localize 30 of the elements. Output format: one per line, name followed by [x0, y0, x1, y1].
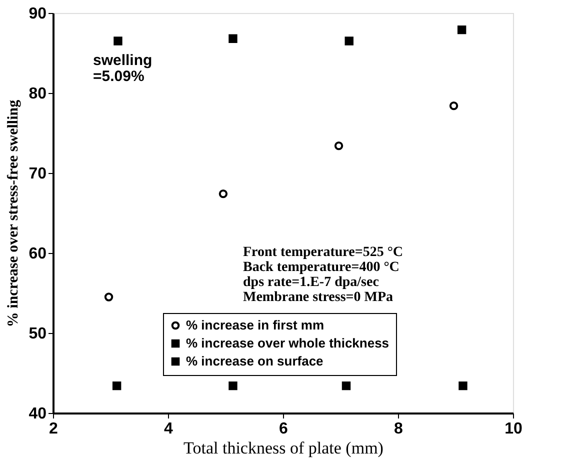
- point: [334, 141, 344, 150]
- y-tick-label: 40: [28, 406, 47, 422]
- point: [228, 34, 238, 43]
- point: [344, 36, 354, 46]
- annotation: swelling =5.09%: [93, 52, 152, 85]
- y-tick-label: 80: [28, 86, 47, 102]
- y-tick-label: 50: [28, 326, 47, 342]
- point: [449, 101, 458, 110]
- point: [457, 25, 466, 34]
- x-tick-label: 4: [164, 420, 174, 438]
- point: [112, 381, 122, 390]
- y-axis-title: % increase over stress-free swelling: [6, 99, 22, 328]
- x-tick-label: 6: [279, 420, 288, 438]
- point: [104, 292, 114, 302]
- point: [218, 189, 228, 198]
- point: [458, 381, 468, 390]
- legend-label: % increase in first mm: [186, 318, 324, 332]
- point: [342, 381, 351, 390]
- x-tick-label: 2: [49, 420, 58, 438]
- x-axis-title: Total thickness of plate (mm): [184, 438, 384, 458]
- point: [228, 381, 238, 390]
- legend-label: % increase on surface: [186, 354, 324, 368]
- y-tick-label: 90: [28, 6, 47, 22]
- legend-label: % increase over whole thickness: [186, 336, 390, 350]
- x-tick-label: 8: [394, 420, 404, 438]
- point: [114, 36, 122, 46]
- y-tick-label: 70: [28, 166, 47, 182]
- annotation: Front temperature=525 °C Back temperature=400 °C dps rate=1.E-7 dpa/sec Membrane stress=0 MPa: [243, 245, 404, 305]
- y-tick-label: 60: [28, 246, 47, 262]
- x-tick-label: 10: [504, 420, 522, 438]
